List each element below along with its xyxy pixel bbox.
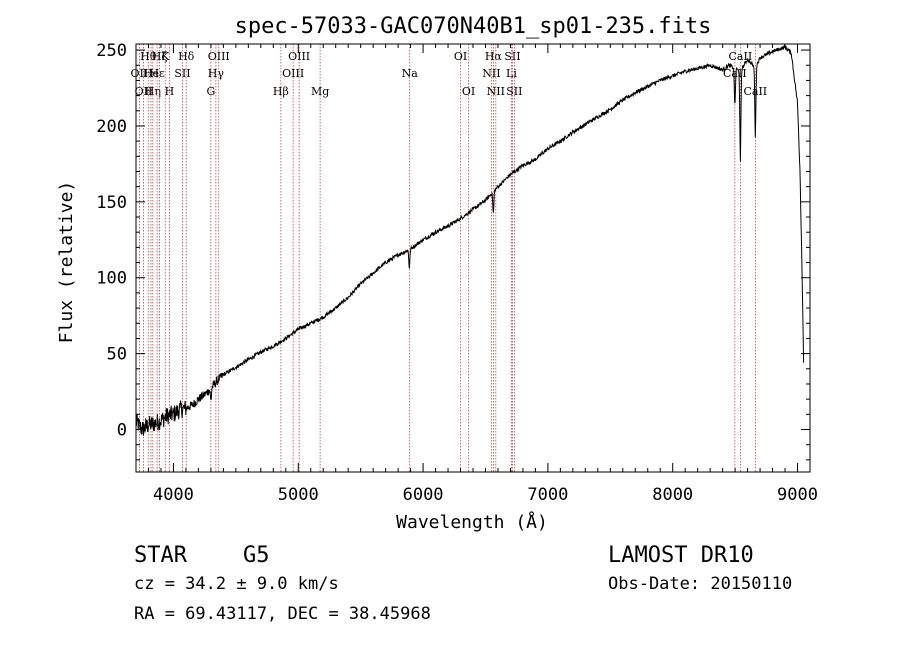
line-marker-label: CaII xyxy=(723,67,747,80)
line-marker-label: Hδ xyxy=(178,50,195,63)
line-marker-label: Hε xyxy=(149,67,165,80)
x-tick-label: 7000 xyxy=(527,485,568,505)
line-marker-label: Hγ xyxy=(208,67,225,80)
line-marker-label: K xyxy=(161,50,170,63)
line-marker-label: NII xyxy=(487,85,505,98)
line-marker-label: CaII xyxy=(743,85,767,98)
y-tick-label: 100 xyxy=(96,269,127,289)
line-marker-label: H xyxy=(165,85,175,98)
survey-name: LAMOST DR10 xyxy=(608,543,754,568)
emission-line-markers: OIIOIIHθHeHηHεHζKHSIIHδGHγOIIIHβOIIIOIII… xyxy=(131,44,767,472)
x-axis-ticks: 4000 5000 6000 7000 8000 9000 xyxy=(135,44,818,505)
line-marker-label: Hζ xyxy=(152,50,168,63)
line-marker-label: CaII xyxy=(729,50,753,63)
line-marker-label: SII xyxy=(174,67,190,80)
line-marker-label: Na xyxy=(402,67,419,80)
y-tick-label: 150 xyxy=(96,193,127,213)
redshift-velocity: cz = 34.2 ± 9.0 km/s xyxy=(134,574,339,594)
x-tick-label: 4000 xyxy=(153,485,194,505)
x-tick-label: 8000 xyxy=(652,485,693,505)
chart-title: spec-57033-GAC070N40B1_sp01-235.fits xyxy=(235,14,712,39)
line-marker-label: SII xyxy=(506,85,522,98)
line-marker-label: OI xyxy=(454,50,467,63)
line-marker-label: OI xyxy=(462,85,475,98)
y-tick-label: 250 xyxy=(96,41,127,61)
line-marker-label: NII xyxy=(482,67,500,80)
line-marker-label: Hα xyxy=(485,50,503,63)
x-tick-label: 9000 xyxy=(777,485,818,505)
line-marker-label: Hη xyxy=(145,85,161,98)
line-marker-label: OIII xyxy=(282,67,304,80)
line-marker-label: SII xyxy=(504,50,520,63)
x-tick-label: 5000 xyxy=(278,485,319,505)
x-axis-label: Wavelength (Å) xyxy=(396,511,548,533)
line-marker-label: G xyxy=(206,85,215,98)
x-tick-label: 6000 xyxy=(403,485,444,505)
y-tick-label: 0 xyxy=(117,421,127,441)
sky-coordinates: RA = 69.43117, DEC = 38.45968 xyxy=(134,604,431,624)
y-tick-label: 200 xyxy=(96,117,127,137)
line-marker-label: He xyxy=(143,67,159,80)
y-axis-ticks: 0 50 100 150 200 250 xyxy=(96,41,810,461)
observation-date: Obs-Date: 20150110 xyxy=(608,574,792,594)
spectrum-line xyxy=(135,44,805,436)
line-marker-label: Li xyxy=(506,67,517,80)
line-marker-label: OIII xyxy=(208,50,230,63)
line-marker-label: OII xyxy=(135,85,153,98)
line-marker-label: Mg xyxy=(311,85,329,98)
object-subclass: G5 xyxy=(243,543,270,568)
y-tick-label: 50 xyxy=(107,345,127,365)
y-axis-label: Flux (relative) xyxy=(56,181,77,344)
spectrum-series xyxy=(135,44,805,436)
line-marker-label: OIII xyxy=(288,50,310,63)
plot-frame xyxy=(135,43,811,473)
line-marker-label: Hβ xyxy=(273,85,289,98)
line-marker-label: OII xyxy=(131,67,149,80)
object-class: STAR xyxy=(134,543,188,568)
